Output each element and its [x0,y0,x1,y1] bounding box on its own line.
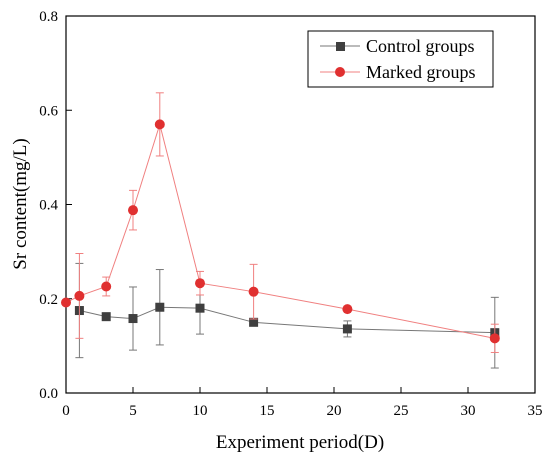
data-point [154,119,165,130]
x-tick-label: 25 [394,403,409,419]
y-tick-label: 0.2 [39,292,58,308]
data-point [342,324,352,334]
y-axis: 0.0 0.2 0.4 0.6 0.8 [39,9,72,402]
legend-label-control: Control groups [366,36,475,56]
legend-box [307,30,494,88]
y-tick-label: 0.6 [39,103,58,119]
legend-marker-marked [335,67,345,77]
data-point [61,297,71,308]
data-point [128,314,138,324]
y-tick-label: 0.0 [39,386,58,402]
data-point [249,317,259,327]
data-point [342,304,353,315]
series-line [79,306,495,334]
x-tick-label: 5 [129,403,137,419]
x-tick-label: 15 [260,403,275,419]
data-point [101,281,112,292]
series-layer [61,92,500,369]
y-tick-label: 0.4 [39,198,58,214]
x-axis: 0 5 10 15 20 25 30 35 [62,387,543,419]
x-tick-label: 30 [461,403,476,419]
legend-label-marked: Marked groups [366,62,475,82]
legend-marker-control [336,42,345,51]
data-point [128,205,138,216]
x-tick-label: 10 [193,403,208,419]
series-control-groups [74,262,500,369]
x-axis-title: Experiment period(D) [216,432,384,453]
legend: Control groups Marked groups [307,30,494,88]
data-point [248,286,259,297]
data-point [195,303,205,313]
data-point [489,333,500,344]
x-tick-label: 0 [62,403,70,419]
y-axis-title: Sr content(mg/L) [10,138,31,269]
series-line [65,122,495,339]
x-tick-label: 20 [327,403,342,419]
y-tick-label: 0.8 [39,9,58,25]
series-marked-groups [61,92,500,353]
data-point [155,302,165,312]
data-point [195,278,205,289]
x-tick-label: 35 [528,403,543,419]
data-point [74,290,85,301]
data-point [101,312,111,322]
